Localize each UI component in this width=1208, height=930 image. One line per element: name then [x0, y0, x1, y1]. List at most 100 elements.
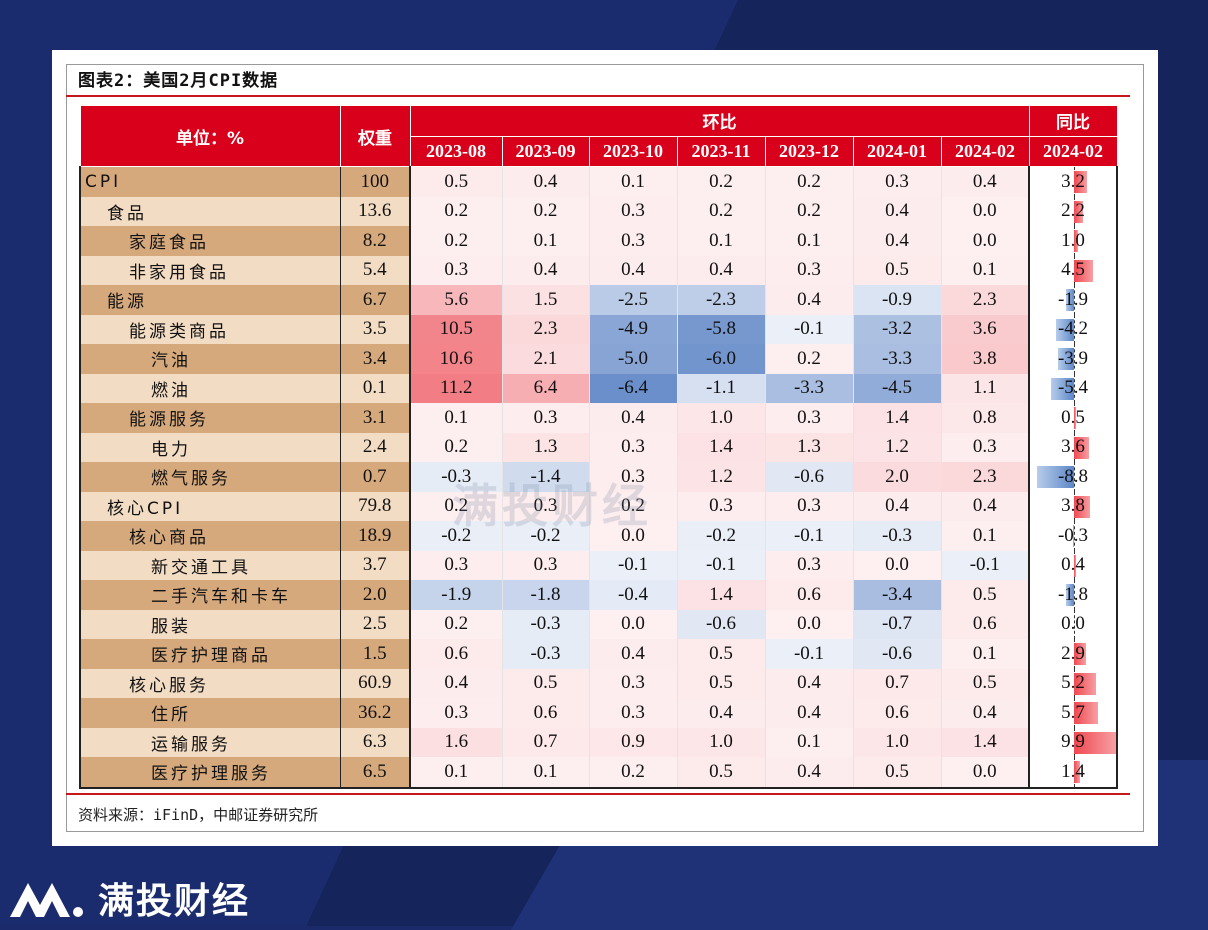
- mom-cell: 0.4: [588, 403, 678, 433]
- mom-cell: -0.4: [588, 580, 678, 610]
- mom-cell: -0.1: [676, 550, 766, 580]
- mom-cell: -5.0: [588, 344, 678, 374]
- mom-cell: 0.0: [764, 609, 854, 639]
- mom-cell: 0.3: [409, 698, 503, 728]
- mom-cell: 0.6: [940, 609, 1030, 639]
- mom-cell: -0.1: [588, 550, 678, 580]
- yoy-zero-axis: [1074, 462, 1075, 492]
- mom-cell: -3.4: [852, 580, 942, 610]
- mom-cell: 0.5: [501, 668, 590, 698]
- mom-cell: 0.3: [588, 432, 678, 462]
- mom-cell: 0.2: [764, 166, 854, 197]
- yoy-bar: [1074, 259, 1093, 282]
- mom-cell: 1.4: [852, 403, 942, 433]
- row-label: 服装: [79, 609, 341, 639]
- yoy-value: -1.9: [1057, 288, 1089, 310]
- yoy-cell: -5.4: [1028, 373, 1118, 403]
- yoy-bar: [1074, 230, 1079, 252]
- yoy-cell: 3.6: [1028, 432, 1118, 462]
- mom-cell: 0.3: [588, 698, 678, 728]
- mom-cell: -1.4: [501, 462, 590, 492]
- yoy-bar: [1074, 643, 1087, 665]
- row-label: 运输服务: [79, 727, 341, 757]
- mom-cell: -5.8: [676, 314, 766, 344]
- watermark: 满投财经: [452, 479, 652, 533]
- weight-cell: 79.8: [339, 491, 411, 521]
- row-label: 医疗护理服务: [79, 757, 341, 789]
- table-row: 新交通工具 3.7 0.3 0.3 -0.1 -0.1 0.3 0.0 -0.1 0.4: [79, 550, 1118, 580]
- mom-cell: 0.6: [852, 698, 942, 728]
- mom-cell: 0.5: [852, 757, 942, 789]
- yoy-cell: 1.0: [1028, 226, 1118, 256]
- mom-cell: 6.4: [501, 373, 590, 403]
- brand-logo: 满投财经: [8, 872, 250, 924]
- yoy-zero-axis: [1074, 609, 1075, 639]
- row-label: 核心商品: [79, 521, 341, 551]
- weight-cell: 6.7: [339, 285, 411, 315]
- mom-period-header: 2023-08: [409, 135, 503, 167]
- mom-cell: -0.2: [676, 521, 766, 551]
- mom-cell: 0.4: [764, 668, 854, 698]
- source-divider: [66, 793, 1130, 795]
- mom-cell: 0.4: [764, 757, 854, 789]
- card-frame: [66, 64, 1144, 832]
- yoy-value: -4.2: [1057, 318, 1089, 340]
- mom-cell: 0.3: [764, 403, 854, 433]
- mom-cell: -1.9: [409, 580, 503, 610]
- mom-cell: 0.2: [588, 491, 678, 521]
- table-row: 服装 2.5 0.2 -0.3 0.0 -0.6 0.0 -0.7 0.6 0.0: [79, 609, 1118, 639]
- table-row: 汽油 3.4 10.6 2.1 -5.0 -6.0 0.2 -3.3 3.8 -3.9: [79, 344, 1118, 374]
- yoy-cell: 5.2: [1028, 668, 1118, 698]
- yoy-bar: [1037, 466, 1074, 488]
- mom-cell: 0.4: [676, 698, 766, 728]
- yoy-cell: 9.9: [1028, 727, 1118, 757]
- mom-cell: 1.6: [409, 727, 503, 757]
- mom-cell: 1.3: [764, 432, 854, 462]
- mom-cell: 0.9: [588, 727, 678, 757]
- mom-cell: 0.3: [852, 166, 942, 197]
- table-row: 电力 2.4 0.2 1.3 0.3 1.4 1.3 1.2 0.3 3.6: [79, 432, 1118, 462]
- weight-cell: 0.1: [339, 373, 411, 403]
- mom-cell: -4.5: [852, 373, 942, 403]
- mom-cell: 0.0: [588, 609, 678, 639]
- table-row: 燃气服务 0.7 -0.3 -1.4 0.3 1.2 -0.6 2.0 2.3 -8.8: [79, 462, 1118, 492]
- yoy-bar: [1066, 289, 1074, 311]
- mom-cell: 2.3: [501, 314, 590, 344]
- mom-cell: -0.1: [764, 314, 854, 344]
- mom-period-header: 2023-11: [676, 135, 766, 167]
- row-label: 电力: [79, 432, 341, 462]
- table-row: 能源类商品 3.5 10.5 2.3 -4.9 -5.8 -0.1 -3.2 3.6 -4.2: [79, 314, 1118, 344]
- row-label: 食品: [79, 196, 341, 226]
- mom-cell: 0.1: [940, 255, 1030, 285]
- yoy-value: 0.4: [1061, 554, 1085, 576]
- mom-cell: 5.6: [409, 285, 503, 315]
- mom-cell: 0.3: [588, 668, 678, 698]
- mom-cell: -0.9: [852, 285, 942, 315]
- table-row: 核心CPI 79.8 0.2 0.3 0.2 0.3 0.3 0.4 0.4 3.8: [79, 491, 1118, 521]
- yoy-bar: [1074, 407, 1077, 429]
- mom-cell: 0.5: [940, 580, 1030, 610]
- mom-cell: -0.6: [852, 639, 942, 669]
- weight-cell: 100: [339, 166, 411, 197]
- mom-cell: 0.5: [676, 639, 766, 669]
- yoy-cell: -4.2: [1028, 314, 1118, 344]
- yoy-bar: [1074, 761, 1080, 783]
- table-body: CPI 100 0.5 0.4 0.1 0.2 0.2 0.3 0.4 3.2 食品 13.6 0.2 0…: [79, 166, 1118, 789]
- mom-cell: 0.2: [409, 432, 503, 462]
- mom-cell: -0.6: [676, 609, 766, 639]
- mom-cell: 0.7: [852, 668, 942, 698]
- mom-cell: 0.2: [588, 757, 678, 789]
- row-label: CPI: [79, 166, 341, 197]
- mom-cell: -1.8: [501, 580, 590, 610]
- mom-cell: 0.6: [409, 639, 503, 669]
- mom-cell: 0.1: [940, 521, 1030, 551]
- weight-cell: 6.3: [339, 727, 411, 757]
- mom-cell: 0.5: [676, 668, 766, 698]
- yoy-zero-axis: [1074, 344, 1075, 374]
- row-label: 二手汽车和卡车: [79, 580, 341, 610]
- weight-cell: 0.7: [339, 462, 411, 492]
- yoy-cell: 5.7: [1028, 698, 1118, 728]
- yoy-value: 9.9: [1061, 731, 1085, 753]
- weight-cell: 60.9: [339, 668, 411, 698]
- source-note: 资料来源：iFinD，中邮证券研究所: [78, 806, 319, 824]
